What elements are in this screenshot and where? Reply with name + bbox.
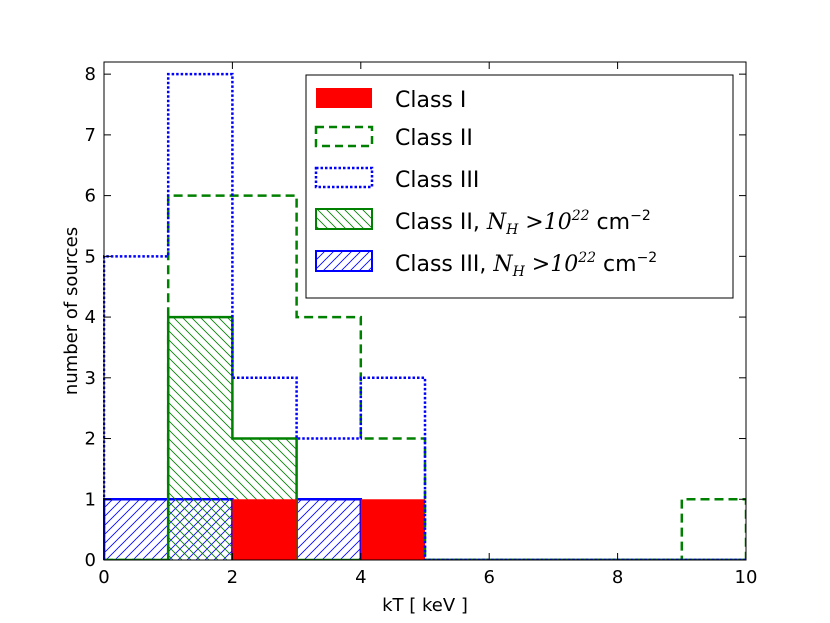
- x-tick-label: 2: [227, 567, 238, 588]
- y-axis-label: number of sources: [61, 227, 82, 395]
- legend-frame: [305, 74, 734, 299]
- y-tick-label: 3: [85, 368, 96, 389]
- x-axis-label: kT [ keV ]: [382, 595, 468, 616]
- bar-class-iii-n-h-10-22-cm-2-3: [296, 499, 361, 560]
- outline-class-ii-n-h-10-22-cm-2: [104, 315, 746, 560]
- y-tick-label: 1: [85, 489, 96, 510]
- y-tick-label: 8: [85, 64, 96, 85]
- bar-class-i-4: [360, 499, 425, 560]
- legend-swatch-class-2-nh: [315, 208, 373, 230]
- legend-swatch-class-3-nh: [315, 250, 373, 272]
- x-tick-label: 10: [735, 567, 758, 588]
- legend: Class I Class II Class III Class II, NH …: [305, 74, 734, 299]
- legend-label-class-2: Class II: [395, 126, 473, 151]
- bar-class-iii-n-h-10-22-cm-2-0: [104, 499, 169, 560]
- axes-frame: [103, 61, 747, 561]
- x-tick-label: 6: [483, 567, 494, 588]
- series-class-iii: [103, 72, 746, 560]
- y-tick-label: 7: [85, 125, 96, 146]
- outline-class-iii: [103, 72, 746, 560]
- legend-label-class-1: Class I: [395, 88, 466, 113]
- legend-label-class-2-nh: Class II, NH >1022 cm−2: [395, 208, 651, 238]
- y-tick-label: 5: [85, 246, 96, 267]
- bar-class-ii-n-h-10-22-cm-2-1: [168, 317, 233, 560]
- plot-area: [103, 72, 746, 560]
- legend-label-class-3-nh: Class III, NH >1022 cm−2: [395, 250, 657, 280]
- legend-swatch-class-1: [316, 88, 372, 108]
- x-tick-label: 8: [612, 567, 623, 588]
- y-tick-label: 2: [85, 429, 96, 450]
- y-tick-label: 6: [85, 186, 96, 207]
- y-tick-label: 4: [85, 307, 96, 328]
- legend-label-class-3: Class III: [395, 168, 479, 193]
- series-class-i: [232, 499, 425, 560]
- legend-swatch-class-2: [314, 125, 374, 148]
- bar-class-i-2: [232, 499, 297, 560]
- x-tick-label: 4: [355, 567, 366, 588]
- y-tick-label: 0: [85, 550, 96, 571]
- axis-ticks: 0 2 4 6 8 10 0 1 2 3 4 5 6 7 8: [85, 62, 758, 588]
- legend-swatch-class-3: [314, 166, 374, 189]
- x-tick-label: 0: [98, 567, 109, 588]
